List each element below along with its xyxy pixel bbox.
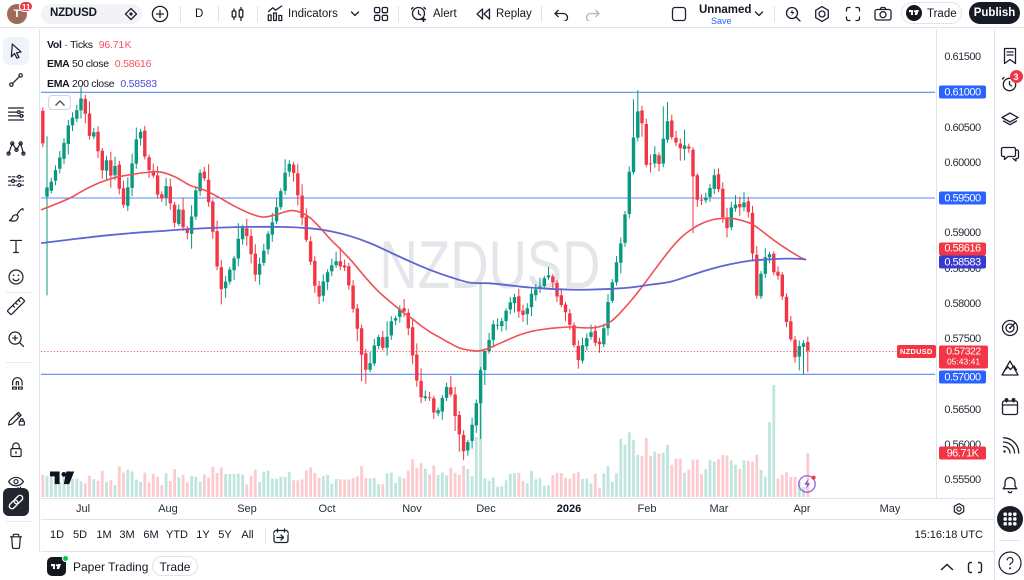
svg-text:NZDUSD: NZDUSD bbox=[380, 227, 601, 303]
